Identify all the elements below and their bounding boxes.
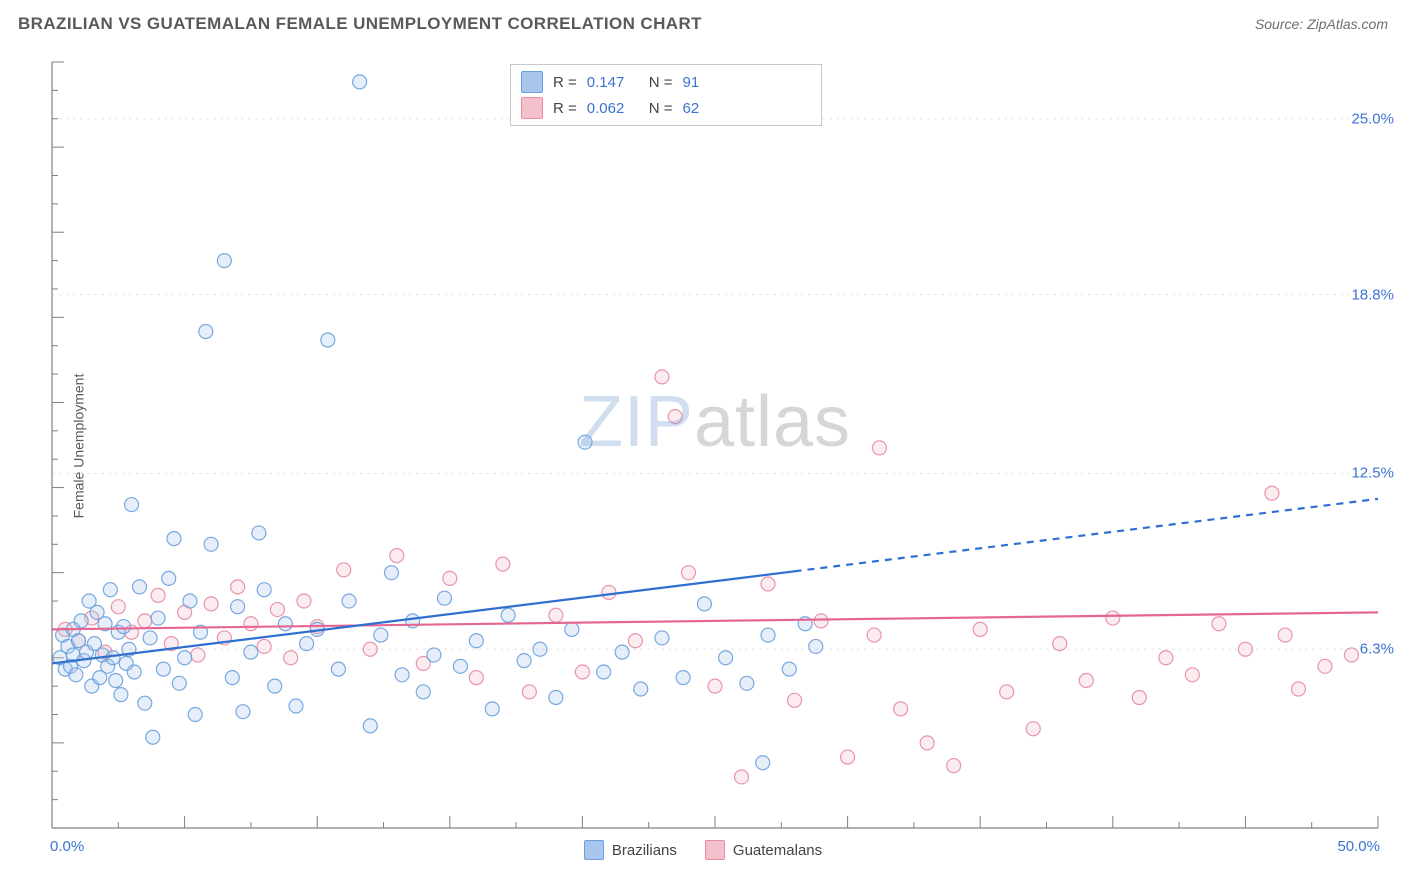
series-legend: Brazilians Guatemalans	[0, 840, 1406, 860]
source-credit: Source: ZipAtlas.com	[1255, 16, 1388, 32]
legend-item-guatemalans: Guatemalans	[705, 840, 822, 860]
chart-area: ZIPatlas R =0.147N =91R =0.062N =62	[50, 60, 1380, 830]
correlation-row: R =0.062N =62	[521, 95, 811, 121]
legend-label-brazilians: Brazilians	[612, 842, 677, 859]
y-tick-labels: 6.3% 12.5% 18.8% 25.0%	[1324, 60, 1394, 830]
y-tick-label: 12.5%	[1351, 465, 1394, 482]
legend-label-guatemalans: Guatemalans	[733, 842, 822, 859]
scatter-plot-svg	[50, 60, 1380, 830]
legend-swatch-guatemalans	[705, 840, 725, 860]
y-tick-label: 6.3%	[1360, 641, 1394, 658]
y-tick-label: 25.0%	[1351, 110, 1394, 127]
legend-item-brazilians: Brazilians	[584, 840, 677, 860]
legend-swatch-brazilians	[584, 840, 604, 860]
page-title: BRAZILIAN VS GUATEMALAN FEMALE UNEMPLOYM…	[18, 14, 702, 34]
correlation-legend: R =0.147N =91R =0.062N =62	[510, 64, 822, 126]
correlation-row: R =0.147N =91	[521, 69, 811, 95]
y-tick-label: 18.8%	[1351, 286, 1394, 303]
